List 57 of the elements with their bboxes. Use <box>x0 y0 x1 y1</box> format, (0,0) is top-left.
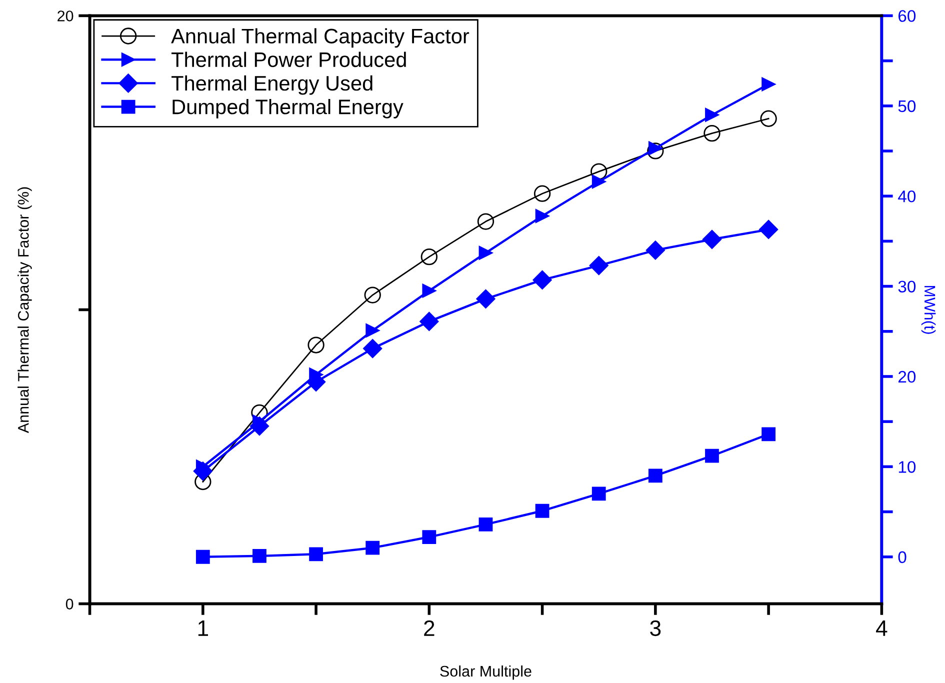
point <box>592 486 606 501</box>
point <box>364 286 381 304</box>
point <box>193 462 212 481</box>
y2-tick-label: 40 <box>898 190 916 202</box>
y2-tick-label: 60 <box>898 10 916 22</box>
point <box>702 230 722 249</box>
point <box>532 270 552 290</box>
point <box>590 163 608 180</box>
point <box>705 448 719 463</box>
point <box>646 240 665 260</box>
legend-label: Annual Thermal Capacity Factor <box>171 28 470 48</box>
point <box>420 248 438 266</box>
point <box>592 174 606 189</box>
point <box>252 549 266 563</box>
legend-label: Thermal Power Produced <box>171 52 406 68</box>
point <box>762 77 776 92</box>
point <box>476 289 496 308</box>
point <box>760 110 777 127</box>
x-tick-label: 3 <box>650 620 661 636</box>
y2-axis-title: MWh(t) <box>921 286 936 334</box>
point <box>478 517 493 532</box>
point <box>648 141 662 156</box>
point <box>704 124 720 142</box>
point <box>309 547 323 562</box>
y2-tick-label: 0 <box>898 551 906 564</box>
y2-tick-label: 50 <box>898 100 916 112</box>
x-tick-label: 4 <box>876 620 888 636</box>
point <box>366 540 380 555</box>
point <box>647 142 664 160</box>
x-tick-label: 1 <box>198 620 208 636</box>
x-tick-label: 2 <box>424 620 434 636</box>
point <box>535 504 550 518</box>
x-axis-title: Solar Multiple <box>440 665 532 680</box>
point <box>477 213 494 230</box>
point <box>422 530 436 544</box>
point <box>759 220 778 239</box>
legend-label: Dumped Thermal Energy <box>172 98 404 118</box>
point <box>705 108 719 122</box>
point <box>250 416 270 436</box>
point <box>648 468 662 483</box>
point <box>308 336 324 354</box>
y2-tick-label: 10 <box>898 461 916 473</box>
point <box>363 338 382 358</box>
point <box>535 208 550 223</box>
point <box>422 284 436 298</box>
legend-label: Thermal Energy Used <box>171 75 372 95</box>
point <box>196 550 210 564</box>
point <box>589 256 608 276</box>
point <box>534 185 551 202</box>
point <box>762 427 776 442</box>
y2-tick-label: 30 <box>898 280 916 292</box>
point <box>420 312 439 331</box>
point <box>251 404 268 421</box>
point <box>366 324 380 338</box>
point <box>478 246 493 260</box>
y2-tick-label: 20 <box>898 370 916 383</box>
y-axis-title: Annual Thermal Capacity Factor (%) <box>18 187 32 434</box>
